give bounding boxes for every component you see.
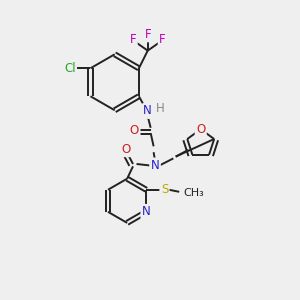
Text: O: O bbox=[130, 124, 139, 136]
Text: N: N bbox=[151, 159, 160, 172]
Text: CH₃: CH₃ bbox=[184, 188, 204, 198]
Text: F: F bbox=[159, 33, 166, 46]
Text: O: O bbox=[196, 123, 205, 136]
Text: N: N bbox=[143, 104, 152, 118]
Text: O: O bbox=[121, 143, 130, 156]
Text: H: H bbox=[156, 102, 164, 115]
Text: N: N bbox=[142, 205, 151, 218]
Text: F: F bbox=[144, 28, 151, 41]
Text: F: F bbox=[130, 33, 136, 46]
Text: S: S bbox=[161, 183, 168, 196]
Text: Cl: Cl bbox=[64, 62, 76, 75]
